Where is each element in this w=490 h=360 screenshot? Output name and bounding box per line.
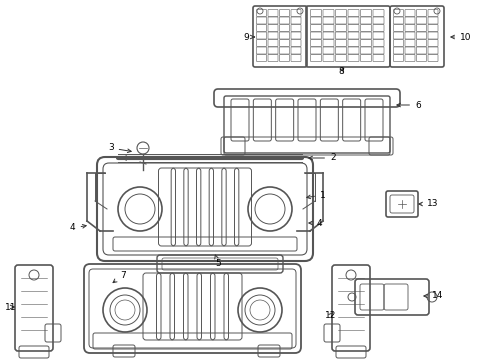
Text: 10: 10 [451, 32, 471, 41]
Text: 4: 4 [70, 224, 86, 233]
Text: 7: 7 [113, 270, 126, 283]
Text: 12: 12 [325, 310, 336, 320]
Text: 5: 5 [215, 255, 221, 267]
Text: 11: 11 [5, 302, 17, 311]
Text: 2: 2 [309, 153, 336, 162]
Text: 8: 8 [338, 68, 344, 77]
Text: 4: 4 [309, 219, 322, 228]
Text: 9: 9 [243, 32, 254, 41]
Text: 6: 6 [397, 100, 421, 109]
Text: 3: 3 [108, 144, 131, 153]
Text: 13: 13 [419, 199, 439, 208]
Text: 14: 14 [424, 292, 443, 301]
Text: 1: 1 [307, 190, 326, 199]
